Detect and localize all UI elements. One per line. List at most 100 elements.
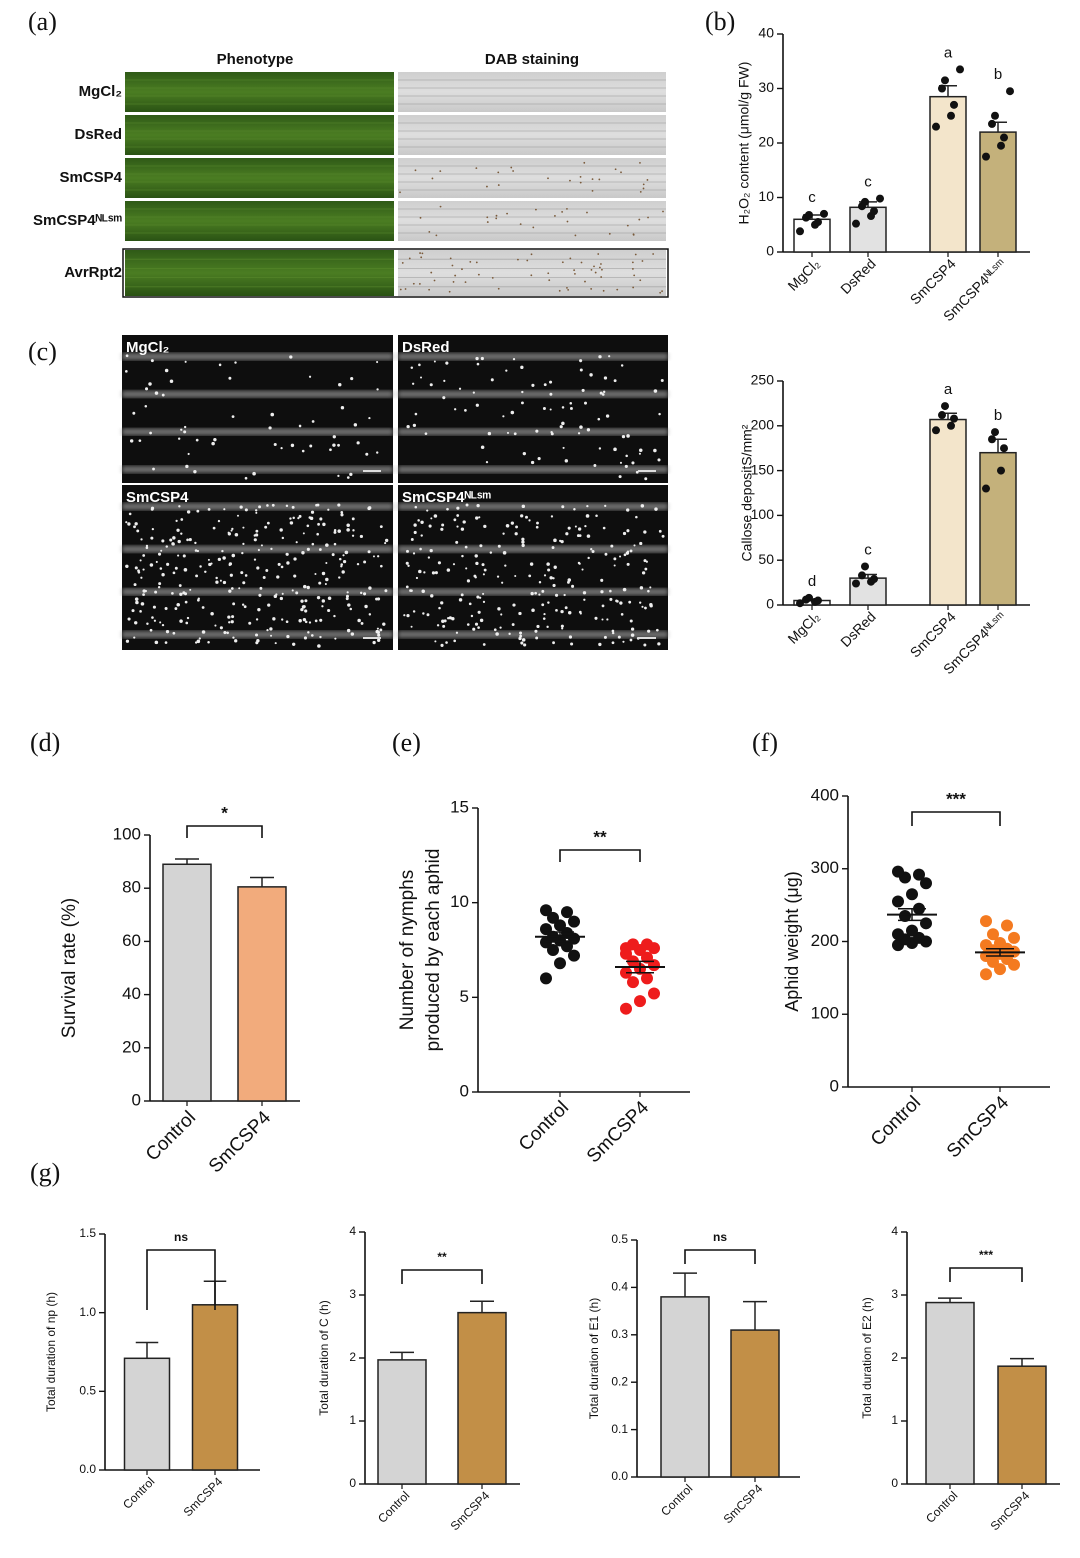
callose-spot [587,556,590,560]
dab-spot [477,273,480,276]
panel-label: (b) [705,7,735,36]
callose-spot [622,531,627,536]
callose-spot [643,643,647,647]
callose-spot [600,590,604,594]
dab-spot [558,289,561,292]
dab-spot [414,169,417,172]
data-point [991,111,999,120]
dab-spot [641,260,644,262]
data-point [648,987,660,1000]
data-point [814,596,822,605]
callose-spot [564,459,569,463]
vein-glow [398,390,668,398]
error-bar [546,931,574,943]
callose-spot [542,407,546,411]
callose-spot [132,411,136,415]
callose-spot [490,378,494,382]
callose-spot [447,617,450,620]
callose-spot [443,379,446,382]
callose-spot [655,628,659,632]
callose-spot [542,617,546,620]
callose-spot [226,631,229,635]
callose-spot [635,470,639,474]
callose-spot [483,568,487,572]
callose-spot [623,553,627,557]
callose-spot [306,524,310,528]
callose-spot [127,522,131,526]
callose-spot [340,563,343,566]
callose-spot [125,521,128,524]
callose-spot [419,376,423,379]
dab-spot [401,262,404,264]
data-point [920,917,932,930]
callose-spot [230,587,234,590]
data-point [568,949,580,962]
dab-spot [583,161,586,164]
callose-spot [232,602,236,606]
callose-spot [546,562,550,566]
dab-spot [517,258,519,261]
callose-spot [529,562,534,566]
callose-spot [458,387,462,390]
callose-spot [272,617,276,621]
data-point [805,210,813,219]
callose-spot [196,549,200,553]
callose-spot [379,628,383,632]
callose-spot [298,618,302,623]
bar [979,131,1017,253]
data-point [620,1002,632,1015]
callose-spot [485,461,489,464]
y-tick-label: 80 [122,878,141,897]
bar [237,886,287,1102]
callose-spot [454,408,457,411]
callose-spot [169,379,174,384]
callose-spot [346,591,349,594]
callose-spot [410,538,414,541]
callose-spot [204,570,207,574]
callose-spot [150,359,154,363]
callose-spot [269,627,273,631]
data-point [950,100,958,109]
callose-spot [198,637,201,640]
callose-spot [482,600,486,603]
callose-spot [431,571,436,575]
dab-spot [486,216,489,219]
callose-spot [142,568,145,571]
callose-spot [552,583,556,588]
vein-glow [122,588,393,596]
significance-bracket [559,849,641,862]
dab-spot [448,290,451,293]
dab-spot [594,271,597,274]
callose-spot [314,619,318,623]
callose-spot [475,561,479,566]
data-point [814,218,822,227]
dab-spot [639,190,642,193]
callose-spot [241,551,244,555]
callose-spot [134,522,138,526]
callose-spot [285,620,289,624]
callose-spot [157,552,162,556]
callose-spot [281,536,285,540]
callose-spot [219,579,222,582]
callose-spot [586,428,591,432]
callose-spot [479,544,483,548]
callose-spot [169,538,173,542]
significance-letter: c [808,189,816,206]
callose-spot [158,582,162,586]
bar [377,1359,427,1485]
x-tick-label: DsRed [837,255,879,297]
callose-spot [583,598,586,601]
callose-spot [302,532,305,535]
dab-spot [567,288,570,291]
data-point [641,938,653,951]
chart: 0.0 0.1 0.2 0.3 0.4 0.5 Total duration of E1 (… [587,1230,800,1526]
significance-letter: a [944,44,953,61]
y-axis-label: H₂O₂ content (μmol/g FW) [736,62,752,225]
image-label: SmCSP4ᴺᴸˢᵐ [402,489,492,506]
callose-spot [565,532,569,536]
callose-spot [635,515,638,519]
callose-spot [295,541,298,544]
callose-spot [333,542,337,546]
callose-spot [319,635,322,639]
callose-spot [437,561,441,565]
